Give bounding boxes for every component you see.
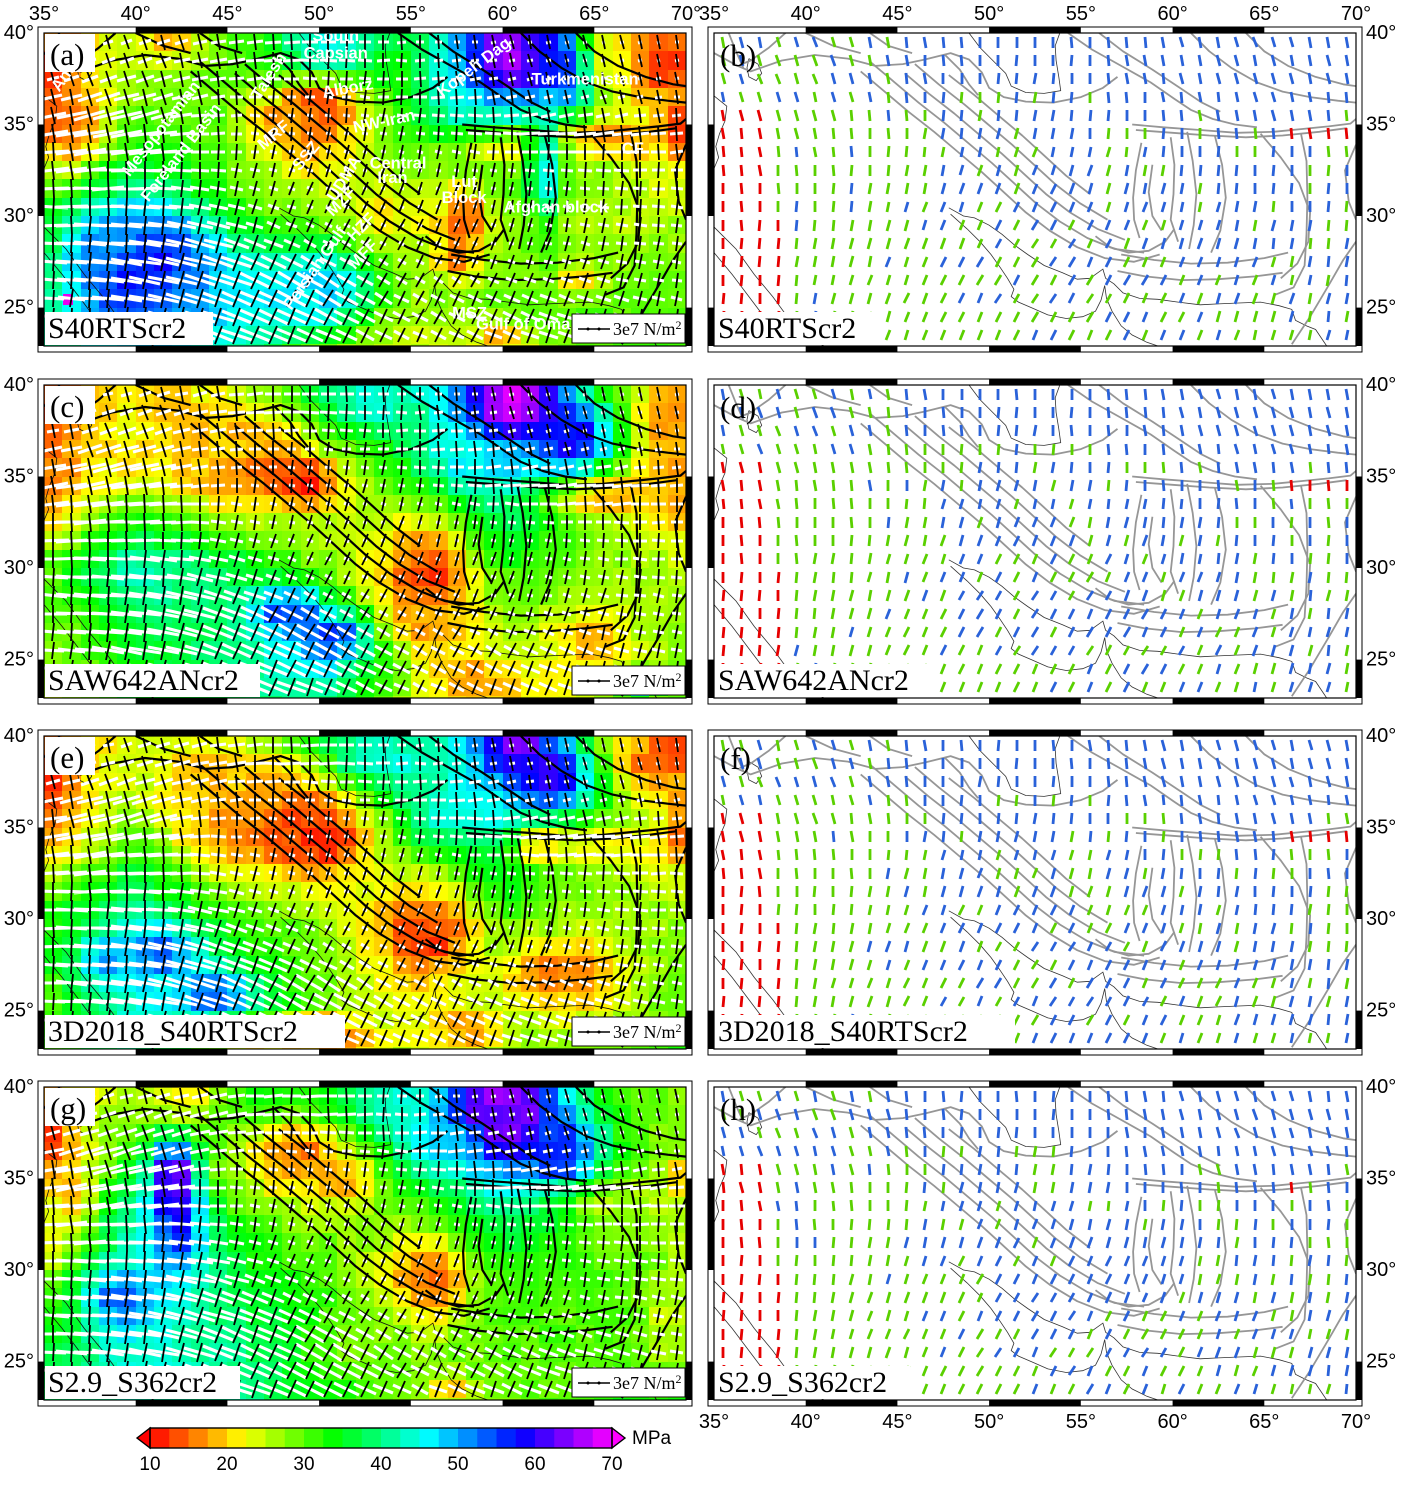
- svg-text:60°: 60°: [1157, 3, 1187, 25]
- svg-text:50°: 50°: [304, 3, 334, 25]
- svg-text:50: 50: [447, 1454, 468, 1475]
- svg-text:25°: 25°: [1366, 1000, 1396, 1022]
- svg-text:(d): (d): [720, 390, 756, 425]
- svg-text:S40RTScr2: S40RTScr2: [48, 312, 186, 345]
- svg-text:CF: CF: [622, 140, 644, 158]
- svg-text:45°: 45°: [882, 3, 912, 25]
- svg-text:3e7 N/m2: 3e7 N/m2: [613, 318, 682, 339]
- svg-text:35°: 35°: [1366, 1168, 1396, 1190]
- svg-text:MSZ: MSZ: [452, 305, 487, 323]
- svg-text:35°: 35°: [1366, 466, 1396, 488]
- svg-text:3e7 N/m2: 3e7 N/m2: [613, 670, 682, 691]
- svg-text:35°: 35°: [4, 817, 34, 839]
- svg-text:(g): (g): [50, 1091, 86, 1126]
- svg-text:65°: 65°: [1249, 3, 1279, 25]
- svg-text:35°: 35°: [699, 3, 729, 25]
- svg-text:Block: Block: [442, 189, 488, 207]
- svg-text:40°: 40°: [4, 22, 34, 44]
- svg-text:60: 60: [524, 1454, 545, 1475]
- svg-text:S2.9_S362cr2: S2.9_S362cr2: [48, 1366, 217, 1399]
- svg-text:30°: 30°: [4, 557, 34, 579]
- svg-text:25°: 25°: [1366, 297, 1396, 319]
- svg-text:3D2018_S40RTScr2: 3D2018_S40RTScr2: [718, 1015, 968, 1048]
- svg-text:25°: 25°: [1366, 1351, 1396, 1373]
- svg-text:70°: 70°: [1341, 1411, 1371, 1433]
- svg-text:30°: 30°: [4, 1259, 34, 1281]
- svg-text:70: 70: [601, 1454, 622, 1475]
- svg-text:40°: 40°: [1366, 725, 1396, 747]
- svg-text:Turkmenistan: Turkmenistan: [532, 70, 639, 88]
- svg-text:40°: 40°: [121, 3, 151, 25]
- svg-text:(c): (c): [50, 389, 84, 424]
- svg-text:30: 30: [293, 1454, 314, 1475]
- svg-text:SAW642ANcr2: SAW642ANcr2: [48, 664, 239, 697]
- svg-text:65°: 65°: [1249, 1411, 1279, 1433]
- svg-text:Capsian: Capsian: [304, 45, 368, 63]
- svg-text:50°: 50°: [974, 3, 1004, 25]
- svg-text:40°: 40°: [1366, 22, 1396, 44]
- svg-text:(a): (a): [50, 37, 84, 72]
- svg-text:Afghan block: Afghan block: [504, 198, 609, 216]
- svg-text:40°: 40°: [4, 725, 34, 747]
- svg-text:70°: 70°: [671, 3, 701, 25]
- svg-text:3D2018_S40RTScr2: 3D2018_S40RTScr2: [48, 1015, 298, 1048]
- svg-text:30°: 30°: [4, 205, 34, 227]
- svg-text:Iran: Iran: [377, 169, 407, 187]
- svg-text:40°: 40°: [1366, 374, 1396, 396]
- svg-text:35°: 35°: [4, 1168, 34, 1190]
- svg-text:70°: 70°: [1341, 3, 1371, 25]
- svg-text:3e7 N/m2: 3e7 N/m2: [613, 1021, 682, 1042]
- svg-text:60°: 60°: [487, 3, 517, 25]
- svg-text:40: 40: [370, 1454, 391, 1475]
- svg-text:30°: 30°: [1366, 908, 1396, 930]
- svg-text:55°: 55°: [1066, 3, 1096, 25]
- svg-text:3e7 N/m2: 3e7 N/m2: [613, 1372, 682, 1393]
- svg-text:(e): (e): [50, 740, 84, 775]
- svg-text:S2.9_S362cr2: S2.9_S362cr2: [718, 1366, 887, 1399]
- svg-text:35°: 35°: [4, 114, 34, 136]
- svg-text:25°: 25°: [4, 649, 34, 671]
- svg-text:60°: 60°: [1157, 1411, 1187, 1433]
- svg-text:30°: 30°: [1366, 1259, 1396, 1281]
- svg-text:55°: 55°: [396, 3, 426, 25]
- svg-text:Central: Central: [370, 155, 427, 173]
- svg-text:35°: 35°: [29, 3, 59, 25]
- svg-text:45°: 45°: [212, 3, 242, 25]
- svg-text:25°: 25°: [1366, 649, 1396, 671]
- svg-text:25°: 25°: [4, 1351, 34, 1373]
- svg-text:Gulf of Oman: Gulf of Oman: [476, 316, 581, 334]
- svg-text:40°: 40°: [4, 1076, 34, 1098]
- svg-text:45°: 45°: [882, 1411, 912, 1433]
- svg-text:40°: 40°: [4, 374, 34, 396]
- svg-text:(b): (b): [720, 38, 756, 73]
- svg-text:30°: 30°: [1366, 557, 1396, 579]
- svg-text:10: 10: [139, 1454, 160, 1475]
- svg-text:65°: 65°: [579, 3, 609, 25]
- svg-text:Lut: Lut: [451, 173, 477, 191]
- svg-text:40°: 40°: [791, 3, 821, 25]
- svg-text:(h): (h): [720, 1092, 756, 1127]
- svg-text:35°: 35°: [1366, 114, 1396, 136]
- svg-text:MPa: MPa: [632, 1428, 672, 1449]
- svg-text:20: 20: [216, 1454, 237, 1475]
- svg-text:25°: 25°: [4, 1000, 34, 1022]
- svg-text:S40RTScr2: S40RTScr2: [718, 312, 856, 345]
- svg-text:30°: 30°: [4, 908, 34, 930]
- svg-text:SAW642ANcr2: SAW642ANcr2: [718, 664, 909, 697]
- svg-text:40°: 40°: [1366, 1076, 1396, 1098]
- svg-text:50°: 50°: [974, 1411, 1004, 1433]
- svg-text:55°: 55°: [1066, 1411, 1096, 1433]
- svg-text:30°: 30°: [1366, 205, 1396, 227]
- svg-text:35°: 35°: [699, 1411, 729, 1433]
- svg-text:40°: 40°: [791, 1411, 821, 1433]
- svg-text:35°: 35°: [4, 466, 34, 488]
- svg-text:25°: 25°: [4, 297, 34, 319]
- svg-text:35°: 35°: [1366, 817, 1396, 839]
- svg-text:(f): (f): [720, 741, 751, 776]
